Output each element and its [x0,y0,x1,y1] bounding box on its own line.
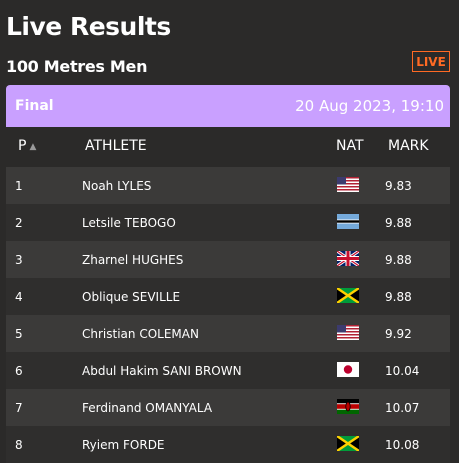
table-row[interactable]: 8 Ryiem FORDE 10.08 [6,426,450,463]
jamaica-flag [337,288,359,303]
position-cell: 3 [15,253,23,267]
athlete-name-cell[interactable]: Ferdinand OMANYALA [82,401,213,415]
position-cell: 8 [15,438,23,452]
usa-flag [337,325,359,340]
jamaica-flag [337,436,359,451]
mark-cell: 9.92 [385,327,412,341]
mark-cell: 9.88 [385,253,412,267]
page-title: Live Results [6,12,171,41]
uk-flag [337,251,359,266]
position-cell: 1 [15,179,23,193]
table-row[interactable]: 5 Christian COLEMAN 9.92 [6,315,450,352]
position-cell: 4 [15,290,23,304]
position-cell: 7 [15,401,23,415]
live-badge: LIVE [412,51,450,72]
athlete-name-cell[interactable]: Ryiem FORDE [82,438,165,452]
column-header-nationality[interactable]: NAT [336,138,364,154]
table-row[interactable]: 7 Ferdinand OMANYALA 10.07 [6,389,450,426]
usa-flag [337,177,359,192]
column-header-position-label: P [18,138,27,154]
sort-ascending-icon: ▲ [29,142,37,152]
athlete-name-cell[interactable]: Christian COLEMAN [82,327,199,341]
column-header-position[interactable]: P ▲ [18,138,36,154]
table-row[interactable]: 1 Noah LYLES 9.83 [6,167,450,204]
athlete-name-cell[interactable]: Letsile TEBOGO [82,216,176,230]
position-cell: 6 [15,364,23,378]
athlete-name-cell[interactable]: Noah LYLES [82,179,152,193]
results-table-body: 1 Noah LYLES 9.83 2 Letsile TEBOGO 9.88 3 Zharn… [6,167,450,463]
athlete-name-cell[interactable]: Oblique SEVILLE [82,290,181,304]
round-label: Final [15,98,54,114]
round-bar: Final 20 Aug 2023, 19:10 [6,85,450,127]
table-row[interactable]: 4 Oblique SEVILLE 9.88 [6,278,450,315]
position-cell: 2 [15,216,23,230]
kenya-flag [337,399,359,414]
mark-cell: 10.04 [385,364,420,378]
column-header-mark[interactable]: MARK [388,138,429,154]
botswana-flag [337,214,359,229]
table-row[interactable]: 3 Zharnel HUGHES 9.88 [6,241,450,278]
results-table-header: P ▲ ATHLETE NAT MARK [6,127,450,167]
mark-cell: 9.88 [385,216,412,230]
table-row[interactable]: 2 Letsile TEBOGO 9.88 [6,204,450,241]
round-datetime: 20 Aug 2023, 19:10 [295,97,444,115]
japan-flag [337,362,359,377]
column-header-athlete[interactable]: ATHLETE [85,138,147,154]
mark-cell: 10.07 [385,401,420,415]
athlete-name-cell[interactable]: Abdul Hakim SANI BROWN [82,364,242,378]
table-row[interactable]: 6 Abdul Hakim SANI BROWN 10.04 [6,352,450,389]
position-cell: 5 [15,327,23,341]
mark-cell: 10.08 [385,438,420,452]
event-name: 100 Metres Men [6,57,148,76]
athlete-name-cell[interactable]: Zharnel HUGHES [82,253,184,267]
mark-cell: 9.88 [385,290,412,304]
mark-cell: 9.83 [385,179,412,193]
